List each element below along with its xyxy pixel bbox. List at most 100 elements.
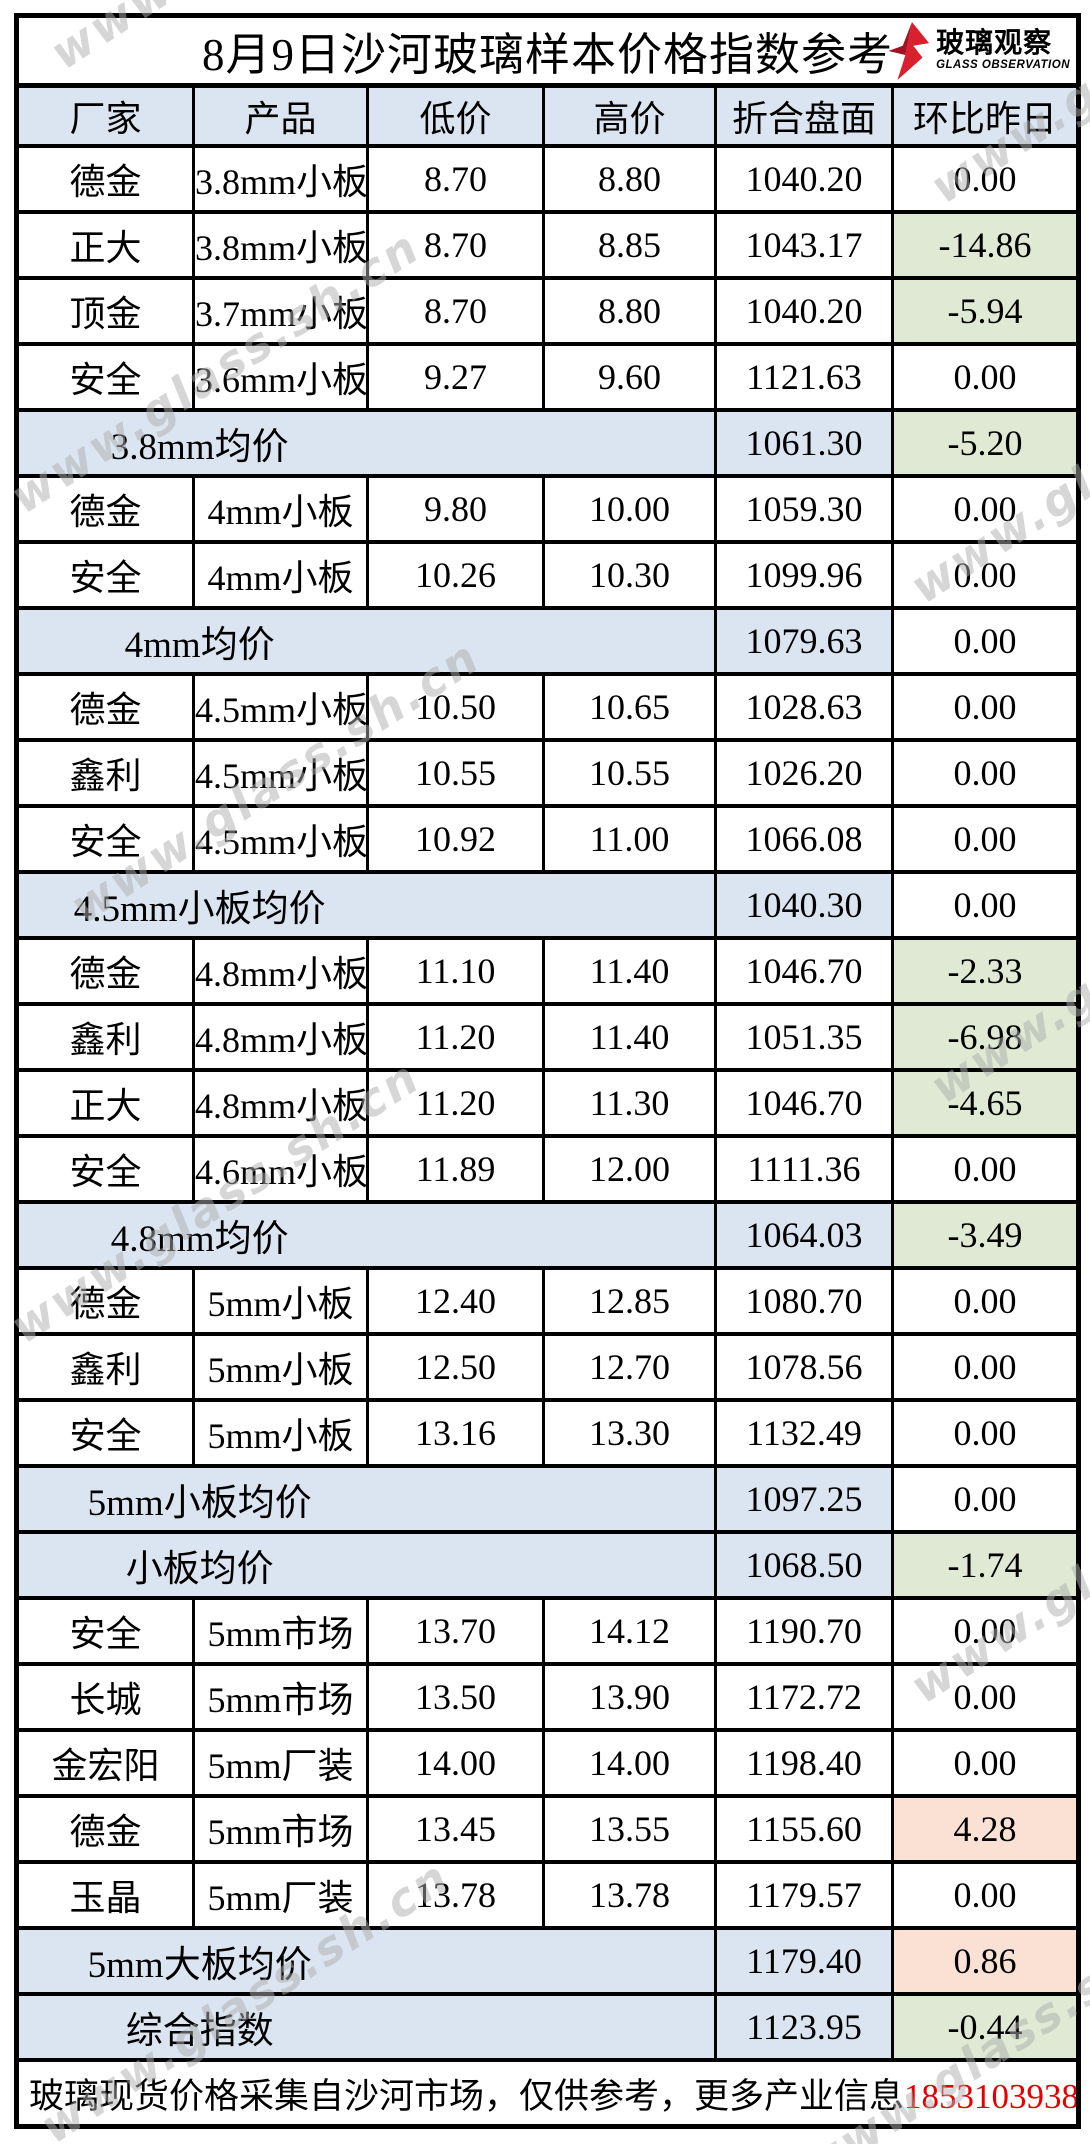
summary-board-index: 1079.63	[714, 606, 894, 676]
summary-daily-change: 0.86	[890, 1926, 1081, 1996]
cell-product: 5mm小板	[192, 1398, 369, 1468]
cell-product: 4.6mm小板	[192, 1134, 369, 1204]
cell-product: 4.8mm小板	[192, 1002, 369, 1072]
table-row: 安全 5mm小板 13.16 13.30 1132.49 0.00	[15, 1398, 1081, 1468]
summary-label-cell: 4mm均价	[15, 606, 717, 676]
summary-board-index: 1179.40	[714, 1926, 894, 1996]
cell-daily-change: 0.00	[890, 1134, 1081, 1204]
logo-name-en: GLASS OBSERVATION	[936, 59, 1071, 72]
cell-factory: 玉晶	[15, 1860, 195, 1930]
summary-row: 5mm大板均价 1179.40 0.86	[15, 1926, 1081, 1996]
cell-high-price: 11.40	[542, 1002, 717, 1072]
summary-board-index: 1068.50	[714, 1530, 894, 1600]
table-row: 鑫利 4.5mm小板 10.55 10.55 1026.20 0.00	[15, 738, 1081, 808]
table-row: 德金 5mm小板 12.40 12.85 1080.70 0.00	[15, 1266, 1081, 1336]
cell-daily-change: 0.00	[890, 1662, 1081, 1732]
cell-daily-change: 0.00	[890, 1398, 1081, 1468]
summary-row: 4.5mm小板均价 1040.30 0.00	[15, 870, 1081, 940]
cell-board-index: 1121.63	[714, 342, 894, 412]
summary-daily-change: -3.49	[890, 1200, 1081, 1270]
cell-board-index: 1051.35	[714, 1002, 894, 1072]
cell-factory: 鑫利	[15, 1332, 195, 1402]
summary-label: 4mm均价	[124, 625, 275, 666]
cell-daily-change: 0.00	[890, 1860, 1081, 1930]
cell-product: 4.8mm小板	[192, 936, 369, 1006]
cell-high-price: 11.30	[542, 1068, 717, 1138]
table-row: 鑫利 5mm小板 12.50 12.70 1078.56 0.00	[15, 1332, 1081, 1402]
table-row: 安全 4mm小板 10.26 10.30 1099.96 0.00	[15, 540, 1081, 610]
cell-high-price: 8.85	[542, 210, 717, 280]
summary-label-cell: 4.8mm均价	[15, 1200, 717, 1270]
cell-low-price: 10.26	[366, 540, 545, 610]
cell-product: 3.7mm小板	[192, 276, 369, 346]
summary-label: 5mm小板均价	[87, 1483, 312, 1524]
cell-board-index: 1190.70	[714, 1596, 894, 1666]
cell-product: 5mm市场	[192, 1596, 369, 1666]
summary-label-cell: 5mm小板均价	[15, 1464, 717, 1534]
cell-low-price: 8.70	[366, 144, 545, 214]
cell-high-price: 12.00	[542, 1134, 717, 1204]
cell-board-index: 1040.20	[714, 144, 894, 214]
summary-label-cell: 小板均价	[15, 1530, 717, 1600]
cell-product: 5mm小板	[192, 1266, 369, 1336]
summary-daily-change: 0.00	[890, 606, 1081, 676]
cell-low-price: 8.70	[366, 276, 545, 346]
cell-product: 4.5mm小板	[192, 738, 369, 808]
page-title: 8月9日沙河玻璃样本价格指数参考	[202, 30, 894, 80]
header-low-price: 低价	[366, 83, 545, 148]
summary-daily-change: -1.74	[890, 1530, 1081, 1600]
cell-low-price: 11.20	[366, 1068, 545, 1138]
cell-product: 3.8mm小板	[192, 144, 369, 214]
cell-product: 4.5mm小板	[192, 672, 369, 742]
table-row: 安全 4.5mm小板 10.92 11.00 1066.08 0.00	[15, 804, 1081, 874]
footer-row: 玻璃现货价格采集自沙河市场，仅供参考，更多产业信息18531039380	[14, 2058, 1081, 2129]
summary-board-index: 1040.30	[714, 870, 894, 940]
cell-factory: 正大	[15, 210, 195, 280]
cell-daily-change: 0.00	[890, 144, 1081, 214]
cell-factory: 德金	[15, 1266, 195, 1336]
cell-daily-change: 0.00	[890, 540, 1081, 610]
cell-factory: 德金	[15, 1794, 195, 1864]
cell-factory: 金宏阳	[15, 1728, 195, 1798]
header-factory: 厂家	[15, 83, 195, 148]
cell-daily-change: 0.00	[890, 474, 1081, 544]
cell-low-price: 14.00	[366, 1728, 545, 1798]
cell-board-index: 1026.20	[714, 738, 894, 808]
summary-label-cell: 4.5mm小板均价	[15, 870, 717, 940]
header-high-price: 高价	[542, 83, 717, 148]
cell-low-price: 13.45	[366, 1794, 545, 1864]
cell-factory: 安全	[15, 1398, 195, 1468]
table-row: 鑫利 4.8mm小板 11.20 11.40 1051.35 -6.98	[15, 1002, 1081, 1072]
cell-high-price: 11.40	[542, 936, 717, 1006]
summary-row: 5mm小板均价 1097.25 0.00	[15, 1464, 1081, 1534]
cell-factory: 顶金	[15, 276, 195, 346]
cell-high-price: 8.80	[542, 144, 717, 214]
cell-factory: 德金	[15, 672, 195, 742]
header-board-index: 折合盘面	[714, 83, 894, 148]
summary-daily-change: -0.44	[890, 1992, 1081, 2062]
table-row: 正大 3.8mm小板 8.70 8.85 1043.17 -14.86	[15, 210, 1081, 280]
header-product: 产品	[192, 83, 369, 148]
table-row: 安全 5mm市场 13.70 14.12 1190.70 0.00	[15, 1596, 1081, 1666]
cell-factory: 长城	[15, 1662, 195, 1732]
cell-factory: 安全	[15, 342, 195, 412]
cell-high-price: 13.30	[542, 1398, 717, 1468]
summary-row: 综合指数 1123.95 -0.44	[15, 1992, 1081, 2062]
cell-board-index: 1172.72	[714, 1662, 894, 1732]
cell-board-index: 1179.57	[714, 1860, 894, 1930]
summary-label: 4.5mm小板均价	[73, 889, 326, 930]
footer-note: 玻璃现货价格采集自沙河市场，仅供参考，更多产业信息	[29, 2076, 905, 2116]
cell-board-index: 1066.08	[714, 804, 894, 874]
cell-product: 5mm厂装	[192, 1728, 369, 1798]
summary-row: 4mm均价 1079.63 0.00	[15, 606, 1081, 676]
cell-board-index: 1043.17	[714, 210, 894, 280]
cell-product: 4mm小板	[192, 474, 369, 544]
cell-board-index: 1040.20	[714, 276, 894, 346]
summary-label: 小板均价	[125, 1549, 274, 1590]
cell-low-price: 10.50	[366, 672, 545, 742]
cell-factory: 德金	[15, 936, 195, 1006]
header-daily-change: 环比昨日	[890, 83, 1081, 148]
table-row: 顶金 3.7mm小板 8.70 8.80 1040.20 -5.94	[15, 276, 1081, 346]
table-row: 德金 4.5mm小板 10.50 10.65 1028.63 0.00	[15, 672, 1081, 742]
